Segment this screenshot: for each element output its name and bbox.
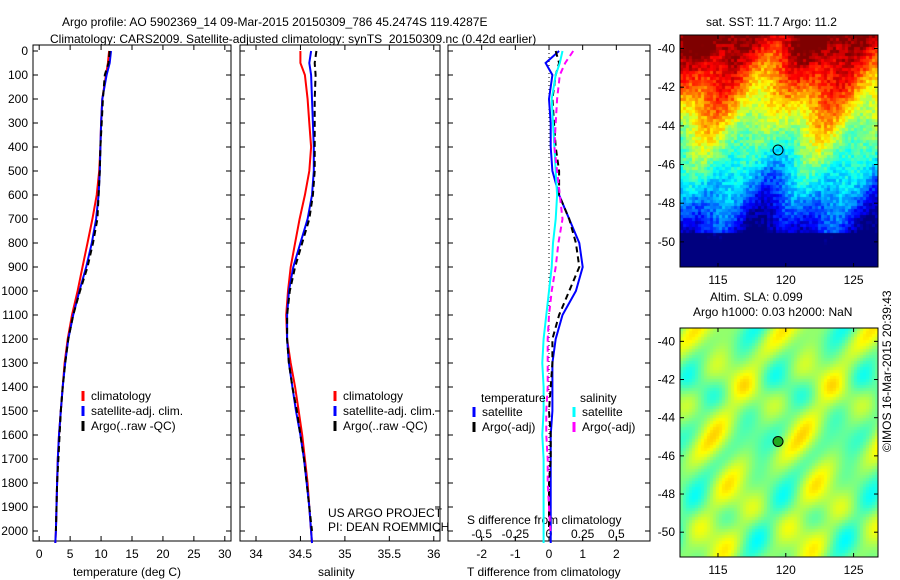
sla-map-title1: Altim. SLA: 0.099	[710, 290, 803, 304]
legend-label: climatology	[91, 389, 151, 403]
depth-tick-label: 700	[8, 212, 28, 226]
depth-tick-label: 100	[8, 68, 28, 82]
x2tick-label: 0.25	[571, 527, 595, 541]
depth-tick-label: 1500	[1, 404, 28, 418]
xtick-label: 5	[67, 547, 74, 561]
sla-map-image	[680, 328, 878, 557]
series-s-argo-adj-	[545, 50, 575, 532]
depth-tick-label: 1000	[1, 284, 28, 298]
xtick-label: 30	[218, 547, 232, 561]
series-climatology	[285, 51, 313, 544]
legend-label: satellite-adj. clim.	[343, 404, 435, 418]
xtick-label: -1	[510, 547, 521, 561]
legend-label: climatology	[343, 389, 403, 403]
series-s-satellite	[541, 50, 564, 543]
x2tick-label: -0.25	[502, 527, 530, 541]
series-argo-raw-qc-	[286, 50, 318, 532]
depth-tick-label: 800	[8, 236, 28, 250]
depth-tick-label: 500	[8, 164, 28, 178]
salinity-xlabel: salinity	[318, 565, 355, 579]
legend-label: satellite	[582, 405, 623, 419]
annotation-project: US ARGO PROJECT	[328, 506, 443, 520]
depth-tick-label: 2000	[1, 524, 28, 538]
xtick-label: 35.5	[378, 547, 402, 561]
depth-tick-label: 1100	[2, 308, 28, 322]
legend-label: Argo(-adj)	[582, 420, 635, 434]
salinity-axes-frame	[239, 44, 441, 542]
depth-tick-label: 0	[21, 44, 28, 58]
depth-tick-label: 1400	[1, 380, 28, 394]
title-line2: Climatology: CARS2009. Satellite-adjuste…	[50, 32, 536, 46]
series-satellite-adj-clim-	[54, 50, 112, 544]
depth-tick-label: 1800	[1, 476, 28, 490]
xtick-label: 1	[579, 547, 586, 561]
tdiff-xlabel: T difference from climatology	[467, 565, 621, 579]
xtick-label: 35	[338, 547, 352, 561]
xtick-label: 2	[613, 547, 620, 561]
depth-tick-label: 400	[8, 140, 28, 154]
xtick-label: 0	[546, 547, 553, 561]
legend-label: Argo(-adj)	[482, 420, 535, 434]
depth-tick-label: 1700	[1, 452, 28, 466]
xtick-label: 34.5	[289, 547, 313, 561]
depth-tick-label: 200	[8, 92, 28, 106]
xtick-label: 15	[125, 547, 139, 561]
xtick-label: 34	[249, 547, 263, 561]
depth-tick-label: 900	[8, 260, 28, 274]
x2tick-label: -0.5	[471, 527, 492, 541]
legend-title: temperature	[481, 391, 546, 405]
sst-map-title: sat. SST: 11.7 Argo: 11.2	[706, 15, 837, 29]
x2tick-label: 0	[546, 527, 553, 541]
xtick-label: 20	[156, 547, 170, 561]
depth-tick-label: 1900	[1, 500, 28, 514]
sst-map-image	[680, 35, 878, 267]
x2tick-label: 0.5	[608, 527, 625, 541]
series-argo-raw-qc-	[54, 50, 111, 532]
timestamp: ©IMOS 16-Mar-2015 20:39:43	[880, 290, 894, 452]
legend-label: satellite-adj. clim.	[91, 404, 183, 418]
sla-map-title2: Argo h1000: 0.03 h2000: NaN	[693, 305, 852, 319]
xtick-label: 36	[427, 547, 441, 561]
legend-label: Argo(..raw -QC)	[91, 419, 176, 433]
legend-title: salinity	[580, 391, 617, 405]
depth-tick-label: 600	[8, 188, 28, 202]
annotation-pi: PI: DEAN ROEMMICH	[328, 520, 449, 534]
xtick-label: 0	[36, 547, 43, 561]
legend-label: satellite	[482, 405, 523, 419]
depth-tick-label: 1600	[1, 428, 28, 442]
depth-tick-label: 300	[8, 116, 28, 130]
depth-tick-label: 1200	[1, 332, 28, 346]
temperature-xlabel: temperature (deg C)	[73, 565, 181, 579]
temperature-axes-frame	[32, 44, 232, 542]
title-line1: Argo profile: AO 5902369_14 09-Mar-2015 …	[62, 15, 487, 29]
legend-label: Argo(..raw -QC)	[343, 419, 428, 433]
xtick-label: 25	[187, 547, 201, 561]
depth-tick-label: 1300	[1, 356, 28, 370]
xtick-label: 10	[94, 547, 108, 561]
xtick-label: -2	[476, 547, 487, 561]
